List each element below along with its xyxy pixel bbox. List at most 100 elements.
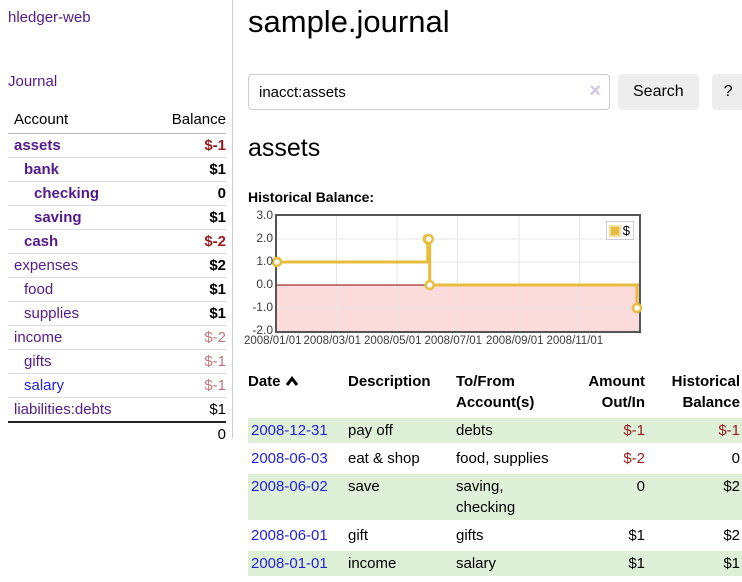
balance-chart: $ 3.0 2.0 1.0 0.0 -1.0 -2.0 2008/01/01 2008/03…: [244, 208, 648, 354]
account-link-checking[interactable]: checking: [34, 185, 100, 202]
chart-title: Historical Balance:: [248, 189, 375, 205]
transaction-balance: $-1: [647, 418, 742, 443]
x-axis-tick: 2008/01/01: [244, 335, 302, 347]
accounts-header-account: Account: [8, 109, 152, 134]
y-axis-tick: 1.0: [256, 254, 273, 268]
account-row: liabilities:debts $1: [8, 397, 226, 423]
y-axis-tick: -2.0: [252, 323, 273, 337]
transaction-date-link[interactable]: 2008-12-31: [251, 422, 328, 439]
transaction-date-link[interactable]: 2008-06-02: [251, 478, 328, 495]
x-axis-tick: 2008/09/01: [485, 335, 544, 347]
account-row: expenses $2: [8, 253, 226, 278]
chart-legend: $: [605, 221, 634, 240]
account-link-expenses[interactable]: expenses: [14, 257, 79, 274]
account-balance: $2: [151, 253, 226, 278]
search-bar: × Search ?: [248, 74, 742, 110]
account-row: checking 0: [8, 181, 226, 206]
transaction-description: income: [348, 551, 456, 576]
clear-search-icon[interactable]: ×: [589, 80, 601, 102]
chart-canvas: [271, 216, 643, 331]
account-balance: $1: [151, 277, 226, 302]
transaction-amount: $1: [628, 527, 645, 544]
account-link-gifts[interactable]: gifts: [24, 353, 52, 370]
header-description: Description: [348, 373, 431, 390]
accounts-table: Account Balance assets $-1 bank $1 check…: [8, 109, 226, 446]
account-balance: $-1: [151, 133, 226, 158]
account-row: cash $-2: [8, 229, 226, 254]
account-balance: $1: [151, 397, 226, 423]
account-link-assets[interactable]: assets: [14, 137, 61, 154]
transaction-date-link[interactable]: 2008-06-01: [251, 527, 328, 544]
account-balance: $1: [151, 301, 226, 326]
account-balance: $-2: [151, 325, 226, 350]
transaction-date-link[interactable]: 2008-06-03: [251, 450, 328, 467]
transactions-table: Date Description To/From Account(s) Amou…: [248, 366, 742, 579]
transaction-row[interactable]: 2008-12-31 pay off debts $-1 $-1: [248, 418, 742, 443]
account-balance: 0: [151, 181, 226, 206]
transaction-description: pay off: [348, 418, 456, 443]
transaction-balance: 0: [731, 450, 740, 467]
account-row: saving $1: [8, 205, 226, 230]
account-link-salary[interactable]: salary: [24, 377, 65, 394]
transaction-row[interactable]: 2008-06-03 eat & shop food, supplies $-2…: [248, 446, 742, 471]
account-row: bank $1: [8, 157, 226, 182]
transaction-amount: $-1: [567, 418, 647, 443]
account-link-income[interactable]: income: [14, 329, 63, 346]
transactions-header-row: Date Description To/From Account(s) Amou…: [248, 369, 742, 415]
help-button[interactable]: ?: [711, 74, 742, 110]
sidebar: hledger-web Journal Account Balance asse…: [0, 0, 233, 443]
header-balance: Historical Balance: [671, 373, 740, 411]
header-date[interactable]: Date: [248, 369, 348, 415]
transaction-amount: 0: [567, 474, 647, 520]
account-row: food $1: [8, 277, 226, 302]
account-link-saving[interactable]: saving: [34, 209, 82, 226]
app-title-link[interactable]: hledger-web: [8, 9, 91, 26]
y-axis-tick: 3.0: [256, 208, 273, 222]
legend-swatch-icon: [608, 224, 621, 237]
transaction-description: save: [348, 474, 456, 520]
y-axis-tick: 0.0: [256, 277, 273, 291]
search-input[interactable]: [248, 74, 610, 110]
account-row: supplies $1: [8, 301, 226, 326]
account-row: salary $-1: [8, 373, 226, 398]
transaction-row[interactable]: 2008-06-01 gift gifts $1 $2: [248, 523, 742, 548]
transaction-amount: $1: [567, 551, 647, 576]
transaction-accounts: salary: [456, 551, 567, 576]
y-axis-tick: -1.0: [252, 300, 273, 314]
account-balance: $-2: [151, 229, 226, 254]
legend-label: $: [622, 223, 630, 238]
transaction-balance: $2: [723, 527, 740, 544]
account-row: assets $-1: [8, 133, 226, 158]
header-amount: Amount Out/In: [588, 373, 645, 411]
account-link-cash[interactable]: cash: [24, 233, 59, 250]
sidebar-item-journal[interactable]: Journal: [8, 73, 58, 90]
accounts-total-value: 0: [217, 426, 226, 443]
x-axis-tick: 2008/11/01: [546, 335, 604, 347]
chart-plot-area: $: [271, 214, 643, 333]
accounts-header-balance: Balance: [151, 109, 226, 134]
accounts-total-row: 0: [8, 422, 226, 446]
x-axis-tick: 2008/05/01: [364, 335, 422, 347]
account-link-bank[interactable]: bank: [24, 161, 60, 178]
account-balance: $1: [151, 205, 226, 230]
transaction-accounts: food, supplies: [456, 450, 549, 467]
transaction-accounts: gifts: [456, 527, 484, 544]
account-link-food[interactable]: food: [24, 281, 54, 298]
transaction-row[interactable]: 2008-01-01 income salary $1 $1: [248, 551, 742, 576]
transaction-row[interactable]: 2008-06-02 save saving, checking 0 $2: [248, 474, 742, 520]
account-balance: $-1: [151, 373, 226, 398]
account-balance: $-1: [151, 349, 226, 374]
x-axis-tick: 2008/07/01: [424, 335, 483, 347]
account-link-supplies[interactable]: supplies: [24, 305, 80, 322]
account-heading: assets: [248, 134, 321, 162]
account-balance: $1: [151, 157, 226, 182]
account-link-liabilities-debts[interactable]: liabilities:debts: [14, 401, 112, 418]
transaction-accounts: saving, checking: [456, 474, 567, 520]
page-title: sample.journal: [248, 4, 450, 39]
transaction-date-link[interactable]: 2008-01-01: [251, 555, 328, 572]
search-button[interactable]: Search: [618, 74, 699, 110]
sort-ascending-icon: [285, 372, 299, 393]
header-accounts: To/From Account(s): [456, 373, 535, 411]
account-row: income $-2: [8, 325, 226, 350]
